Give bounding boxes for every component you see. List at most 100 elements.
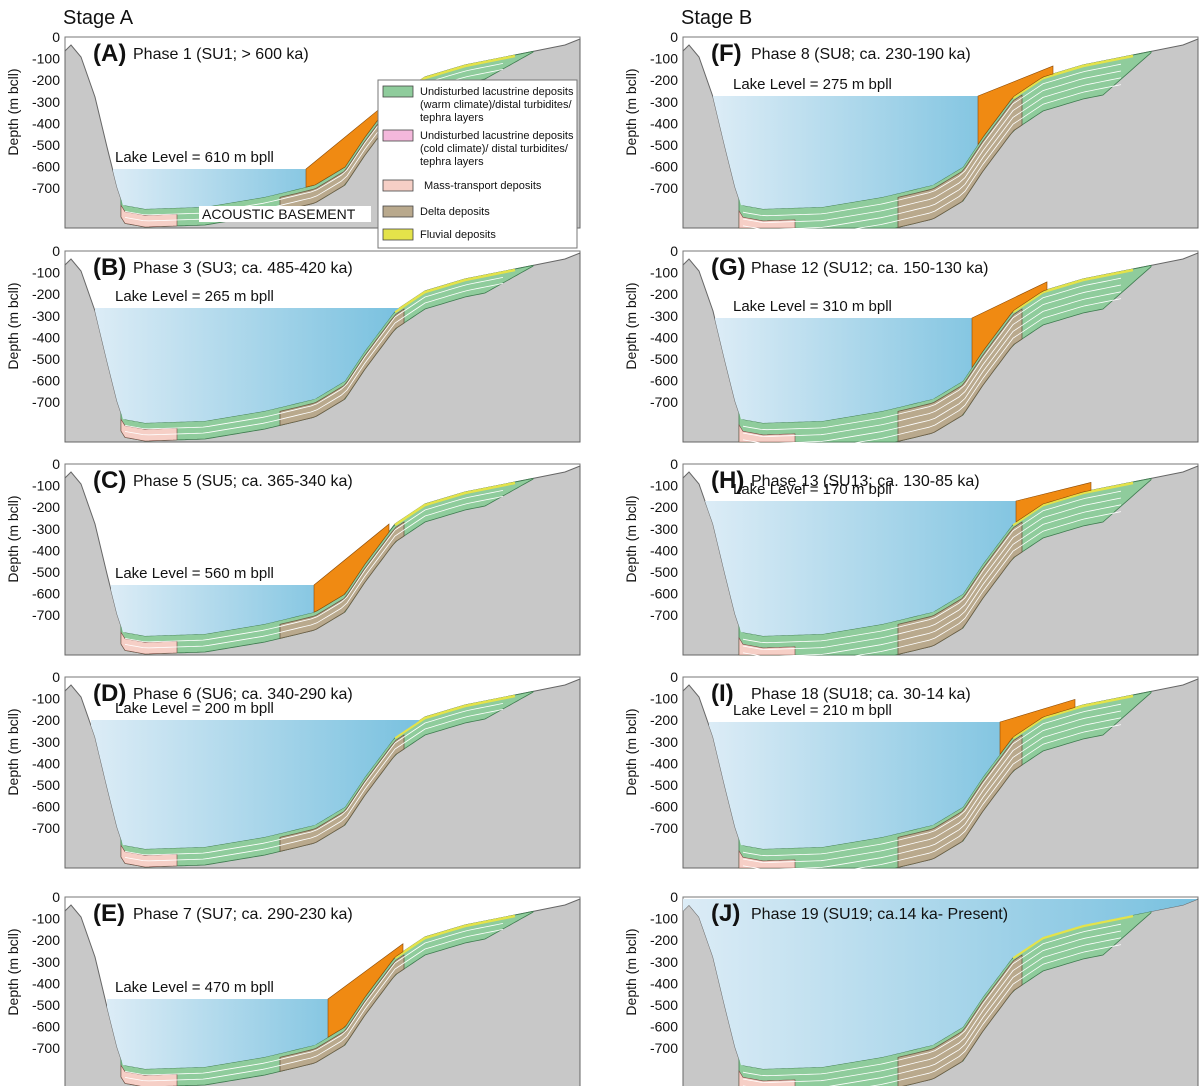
y-tick-label: -500 — [32, 351, 60, 367]
figure: Stage AStage BLake Level = 610 m bpll(A)… — [0, 0, 1204, 1086]
y-axis-label: Depth (m bcll) — [623, 495, 639, 582]
y-tick-label: -600 — [650, 159, 678, 175]
y-tick-label: -600 — [32, 159, 60, 175]
lake-level: Lake Level = 470 m bpll — [115, 979, 274, 996]
y-tick-label: -400 — [650, 542, 678, 558]
y-tick-label: -100 — [32, 265, 60, 281]
y-tick-label: -700 — [32, 820, 60, 836]
y-tick-label: -600 — [32, 373, 60, 389]
y-tick-label: 0 — [670, 889, 678, 905]
legend-text: Undisturbed lacustrine deposits — [420, 86, 574, 98]
y-tick-label: -100 — [32, 691, 60, 707]
legend-text: tephra layers — [420, 112, 484, 124]
y-tick-label: -500 — [650, 997, 678, 1013]
y-tick-label: -100 — [650, 911, 678, 927]
y-tick-label: -500 — [650, 351, 678, 367]
y-axis-label: Depth (m bcll) — [623, 68, 639, 155]
y-tick-label: 0 — [670, 29, 678, 45]
y-tick-label: -700 — [32, 180, 60, 196]
y-tick-label: -300 — [32, 521, 60, 537]
lake-level: Lake Level = 560 m bpll — [115, 565, 274, 582]
legend-swatch — [383, 86, 413, 97]
y-tick-label: -200 — [32, 712, 60, 728]
lake-level: Lake Level = 610 m bpll — [115, 149, 274, 166]
panel-title: Phase 3 (SU3; ca. 485-420 ka) — [133, 260, 353, 277]
panel: Lake Level = 310 m bpll(G)Phase 12 (SU12… — [623, 243, 1198, 450]
panel: Lake Level = 560 m bpll (C) Phase 5 (SU5; … — [5, 456, 580, 655]
y-tick-label: -600 — [32, 586, 60, 602]
y-tick-label: 0 — [52, 669, 60, 685]
y-tick-label: -700 — [650, 180, 678, 196]
panel-letter: (B) — [93, 254, 126, 281]
y-tick-label: -600 — [650, 1019, 678, 1035]
panel-letter: (H) — [711, 467, 744, 494]
y-axis-label: Depth (m bcll) — [5, 68, 21, 155]
stage-title: Stage B — [681, 7, 752, 29]
y-tick-label: -700 — [650, 820, 678, 836]
panel-title: Phase 13 (SU13; ca. 130-85 ka) — [751, 473, 980, 490]
y-tick-label: -200 — [650, 499, 678, 515]
y-tick-label: -300 — [32, 94, 60, 110]
y-tick-label: -600 — [650, 586, 678, 602]
y-tick-label: -700 — [650, 607, 678, 623]
panel-title: Phase 6 (SU6; ca. 340-290 ka) — [133, 686, 353, 703]
y-tick-label: -300 — [32, 308, 60, 324]
panel: Lake Level = 170 m bpll(H)Phase 13 (SU13… — [623, 456, 1198, 663]
y-tick-label: 0 — [52, 243, 60, 259]
y-axis-label: Depth (m bcll) — [623, 282, 639, 369]
panel-letter: (C) — [93, 467, 126, 494]
y-tick-label: -200 — [32, 932, 60, 948]
panel: Lake Level = 275 m bpll(F)Phase 8 (SU8; … — [623, 29, 1198, 236]
panel-title: Phase 5 (SU5; ca. 365-340 ka) — [133, 473, 353, 490]
y-axis-label: Depth (m bcll) — [5, 928, 21, 1015]
y-tick-label: -700 — [32, 1040, 60, 1056]
y-axis-label: Depth (m bcll) — [5, 282, 21, 369]
panel-letter: (E) — [93, 900, 125, 927]
y-tick-label: -700 — [32, 607, 60, 623]
panel: Lake Level = 265 m bpll (B) Phase 3 (SU3; … — [5, 243, 580, 442]
y-tick-label: -700 — [650, 1040, 678, 1056]
y-tick-label: -700 — [650, 394, 678, 410]
y-tick-label: -200 — [32, 499, 60, 515]
legend-swatch — [383, 229, 413, 240]
y-tick-label: -300 — [32, 954, 60, 970]
y-tick-label: -500 — [650, 137, 678, 153]
y-tick-label: -200 — [32, 72, 60, 88]
y-tick-label: -700 — [32, 394, 60, 410]
legend-text: Delta deposits — [420, 206, 490, 218]
legend-text: tephra layers — [420, 156, 484, 168]
y-tick-label: -400 — [32, 755, 60, 771]
y-tick-label: -600 — [32, 799, 60, 815]
legend-text: (warm climate)/distal turbidites/ — [420, 99, 573, 111]
y-tick-label: -500 — [32, 564, 60, 580]
y-tick-label: -100 — [650, 691, 678, 707]
y-tick-label: -100 — [32, 478, 60, 494]
panel-letter: (I) — [711, 680, 734, 707]
y-tick-label: -200 — [650, 286, 678, 302]
y-tick-label: -300 — [650, 954, 678, 970]
basement-label: ACOUSTIC BASEMENT — [202, 206, 356, 222]
y-tick-label: -200 — [650, 932, 678, 948]
panel-title: Phase 8 (SU8; ca. 230-190 ka) — [751, 46, 971, 63]
y-tick-label: -500 — [32, 137, 60, 153]
y-tick-label: -100 — [32, 51, 60, 67]
panel: (J)Phase 19 (SU19; ca.14 ka- Present)0-1… — [623, 889, 1198, 1086]
y-tick-label: -100 — [650, 51, 678, 67]
y-tick-label: 0 — [670, 243, 678, 259]
panel-title: Phase 19 (SU19; ca.14 ka- Present) — [751, 906, 1008, 923]
y-axis-label: Depth (m bcll) — [623, 928, 639, 1015]
y-tick-label: -600 — [650, 799, 678, 815]
lake-level: Lake Level = 275 m bpll — [733, 76, 892, 93]
y-axis-label: Depth (m bcll) — [623, 708, 639, 795]
y-tick-label: -400 — [650, 329, 678, 345]
y-tick-label: -300 — [650, 521, 678, 537]
legend-text: Undisturbed lacustrine deposits — [420, 130, 574, 142]
legend-text: Mass-transport deposits — [424, 180, 542, 192]
y-tick-label: -400 — [650, 755, 678, 771]
lake-level: Lake Level = 265 m bpll — [115, 288, 274, 305]
y-tick-label: -400 — [32, 115, 60, 131]
panel: Lake Level = 200 m bpll(D)Phase 6 (SU6; … — [5, 669, 580, 868]
y-axis-label: Depth (m bcll) — [5, 495, 21, 582]
y-tick-label: 0 — [670, 669, 678, 685]
y-tick-label: -600 — [32, 1019, 60, 1035]
